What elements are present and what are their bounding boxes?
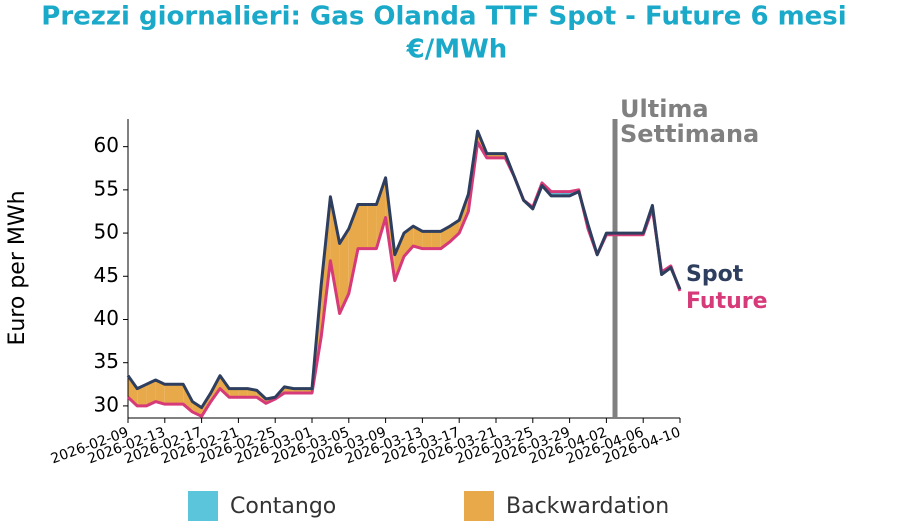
y-tick-label: 55 (94, 176, 119, 200)
spread-area (376, 177, 386, 249)
y-tick-label: 40 (94, 306, 119, 330)
spread-area (404, 226, 414, 257)
annotation-text: Settimana (620, 120, 759, 148)
series-line (126, 140, 682, 418)
spread-area (367, 204, 377, 249)
spread-area (146, 379, 156, 406)
spread-area (358, 204, 368, 249)
chart-title: Prezzi giornalieri: Gas Olanda TTF Spot … (41, 2, 846, 32)
spread-area (229, 388, 239, 398)
spread-area (164, 384, 174, 405)
annotation-text: Ultima (620, 95, 709, 123)
y-tick-label: 30 (94, 392, 119, 416)
legend-swatch (188, 491, 218, 521)
y-axis-label: Euro per MWh (5, 190, 30, 345)
spread-area (330, 196, 340, 314)
legend-swatch (464, 491, 494, 521)
spread-area (155, 379, 165, 405)
spread-area (394, 233, 404, 281)
y-tick-label: 60 (94, 133, 119, 157)
spread-area (431, 231, 441, 249)
spread-area (422, 231, 432, 249)
spread-area (339, 228, 349, 314)
y-tick-label: 45 (94, 263, 119, 287)
spread-area (174, 384, 184, 405)
spread-area (137, 384, 147, 406)
chart-subtitle: €/MWh (406, 35, 508, 65)
legend-label: Contango (230, 494, 336, 519)
series-line (126, 129, 682, 410)
legend-label: Backwardation (506, 494, 669, 519)
series-label: Future (686, 289, 768, 314)
spread-area (413, 226, 423, 249)
spread-area (238, 388, 248, 398)
series-label: Spot (686, 262, 744, 287)
y-tick-label: 50 (94, 220, 119, 244)
y-tick-label: 35 (94, 349, 119, 373)
